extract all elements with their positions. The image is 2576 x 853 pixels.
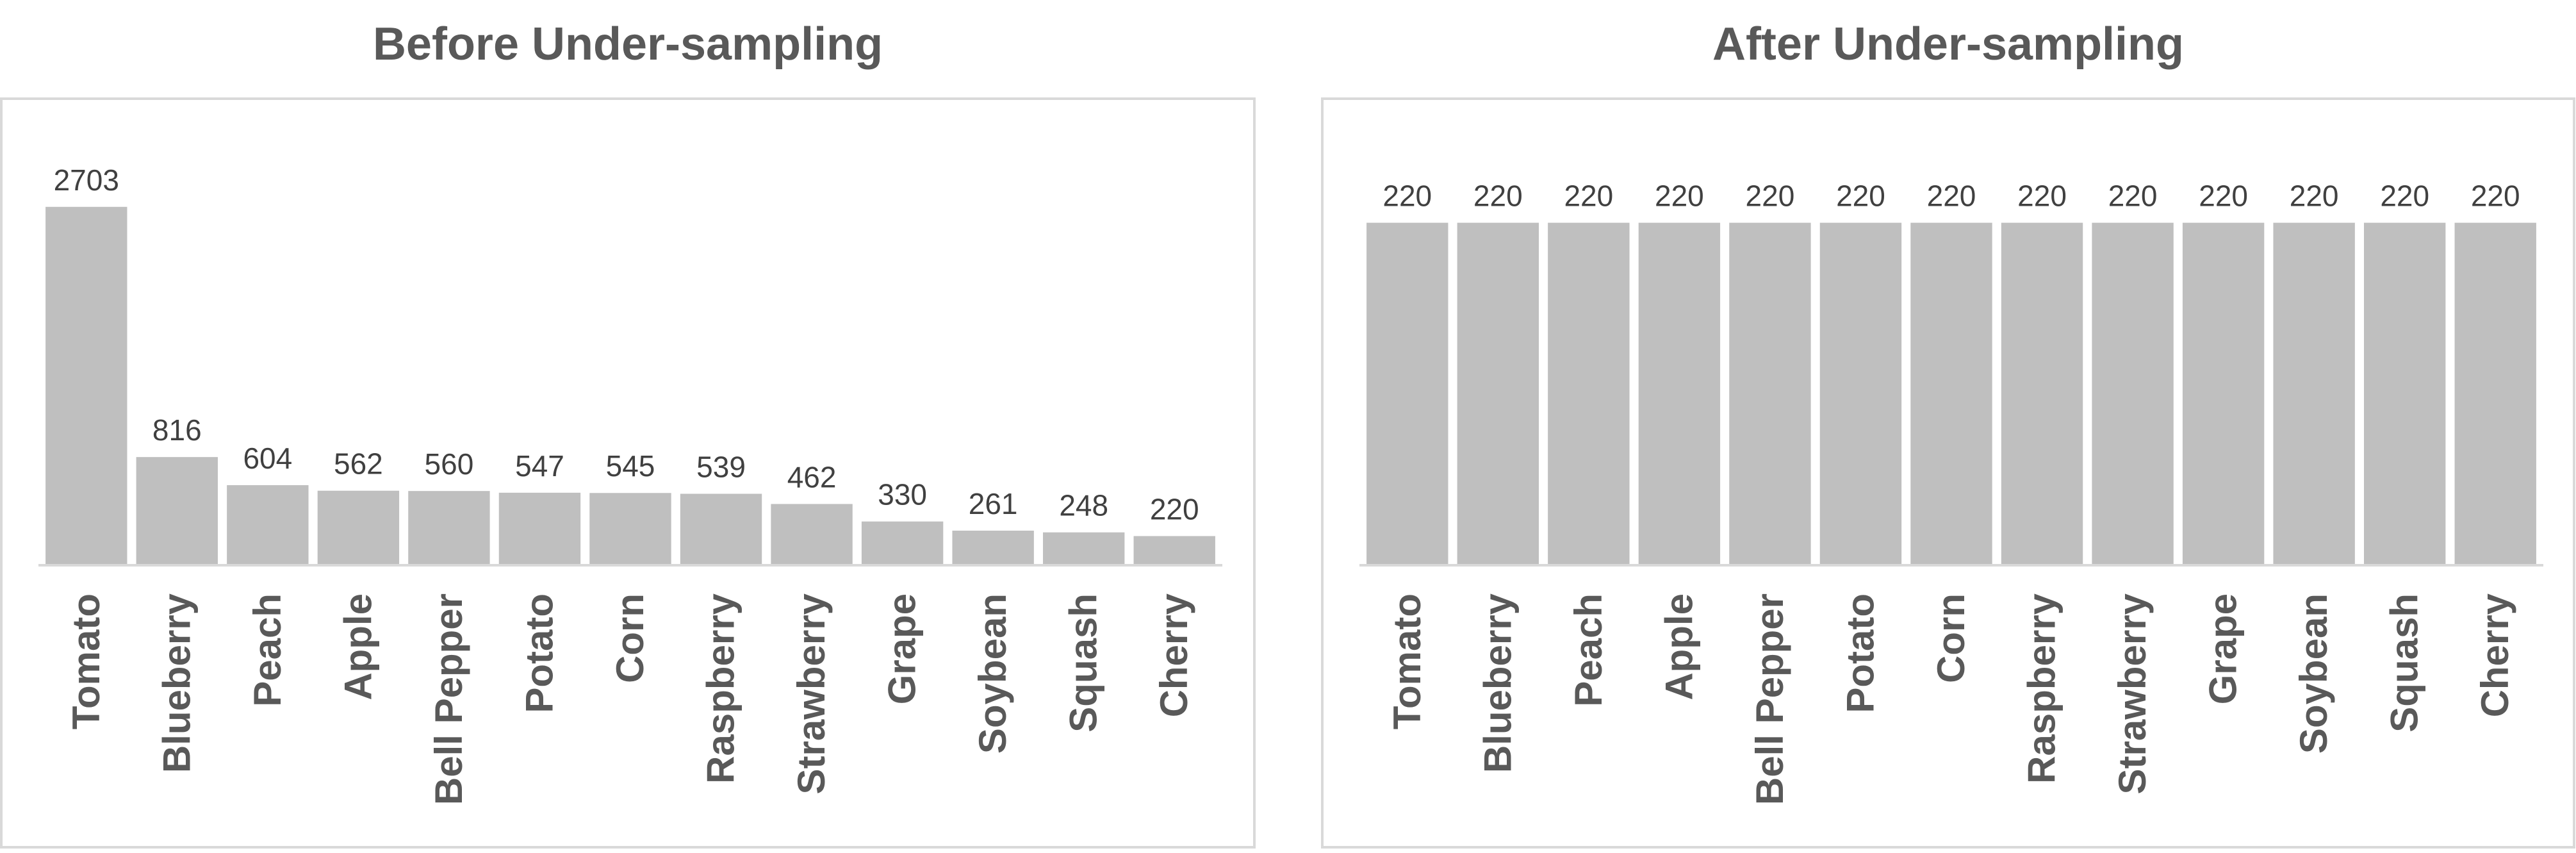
data-label-after-6: 220 bbox=[1927, 179, 1976, 213]
category-label-before-6: Corn bbox=[609, 593, 652, 683]
category-label-after-6: Corn bbox=[1930, 593, 1973, 683]
data-label-before-8: 462 bbox=[787, 460, 837, 493]
category-label-before-5: Potato bbox=[518, 593, 561, 713]
category-label-after-8: Strawberry bbox=[2111, 593, 2154, 794]
category-label-after-7: Raspberry bbox=[2021, 593, 2063, 783]
bar-after-1 bbox=[1457, 222, 1539, 565]
data-label-before-9: 330 bbox=[878, 478, 927, 511]
data-label-before-11: 248 bbox=[1059, 489, 1108, 522]
data-label-before-7: 539 bbox=[696, 450, 746, 483]
category-label-after-1: Blueberry bbox=[1476, 593, 1519, 773]
category-label-before-0: Tomato bbox=[65, 593, 108, 729]
data-label-before-4: 560 bbox=[425, 447, 474, 481]
data-label-after-5: 220 bbox=[1836, 179, 1885, 213]
bar-chart-after: 220 Tomato 220 Blueberry 220 Peach 220 Apple 220… bbox=[1359, 179, 2543, 805]
bar-after-11 bbox=[2364, 222, 2446, 565]
bar-after-5 bbox=[1819, 222, 1902, 565]
bar-before-1 bbox=[136, 457, 218, 565]
bar-after-8 bbox=[2092, 222, 2174, 565]
data-label-after-8: 220 bbox=[2108, 179, 2158, 213]
data-label-after-1: 220 bbox=[1473, 179, 1523, 213]
data-label-after-2: 220 bbox=[1564, 179, 1613, 213]
category-label-before-3: Apple bbox=[336, 593, 379, 700]
category-label-after-9: Grape bbox=[2202, 593, 2245, 704]
data-label-after-7: 220 bbox=[2017, 179, 2067, 213]
category-label-after-3: Apple bbox=[1657, 593, 1700, 700]
bar-after-6 bbox=[1910, 222, 1992, 565]
category-label-after-5: Potato bbox=[1839, 593, 1882, 713]
bar-after-2 bbox=[1548, 222, 1630, 565]
data-label-after-10: 220 bbox=[2290, 179, 2339, 213]
category-label-before-9: Grape bbox=[881, 593, 924, 704]
data-label-before-2: 604 bbox=[243, 442, 292, 475]
data-label-after-0: 220 bbox=[1382, 179, 1432, 213]
bar-after-10 bbox=[2273, 222, 2355, 565]
bar-after-12 bbox=[2454, 222, 2536, 565]
category-label-before-2: Peach bbox=[246, 593, 289, 707]
chart-panel-after: After Under-sampling 220 Tomato 220 Blueber… bbox=[1321, 0, 2575, 853]
bar-before-0 bbox=[45, 206, 127, 565]
category-label-after-0: Tomato bbox=[1386, 593, 1429, 729]
data-label-after-3: 220 bbox=[1655, 179, 1704, 213]
data-label-after-9: 220 bbox=[2199, 179, 2248, 213]
bar-after-3 bbox=[1638, 222, 1721, 565]
bar-after-4 bbox=[1729, 222, 1811, 565]
category-label-before-4: Bell Pepper bbox=[427, 593, 470, 805]
chart-area-after: 220 Tomato 220 Blueberry 220 Peach 220 Apple 220… bbox=[1321, 97, 2575, 849]
bar-after-0 bbox=[1366, 222, 1448, 565]
bar-after-9 bbox=[2182, 222, 2265, 565]
data-label-before-0: 2703 bbox=[54, 163, 119, 197]
bar-before-9 bbox=[861, 521, 944, 565]
bar-after-7 bbox=[2001, 222, 2083, 565]
bar-chart-before: 2703 Tomato 816 Blueberry 604 Peach 562 Apple 56… bbox=[38, 163, 1222, 805]
bar-before-5 bbox=[498, 492, 581, 565]
data-label-after-4: 220 bbox=[1746, 179, 1795, 213]
category-label-before-1: Blueberry bbox=[155, 593, 198, 773]
bar-before-11 bbox=[1043, 532, 1125, 565]
chart-area-before: 2703 Tomato 816 Blueberry 604 Peach 562 Apple 56… bbox=[0, 97, 1256, 849]
data-label-before-6: 545 bbox=[606, 449, 655, 483]
bar-before-10 bbox=[952, 531, 1034, 565]
category-label-after-12: Cherry bbox=[2473, 593, 2516, 717]
category-label-after-4: Bell Pepper bbox=[1748, 593, 1791, 805]
bar-before-12 bbox=[1133, 536, 1215, 565]
category-label-after-2: Peach bbox=[1567, 593, 1610, 707]
bar-before-8 bbox=[771, 504, 853, 565]
category-label-before-7: Raspberry bbox=[700, 593, 742, 783]
category-label-before-11: Squash bbox=[1062, 593, 1105, 733]
chart-title-after: After Under-sampling bbox=[1712, 19, 2185, 70]
data-label-before-10: 261 bbox=[969, 487, 1018, 520]
chart-panel-before: Before Under-sampling 2703 Tomato 816 Blueb… bbox=[0, 0, 1256, 853]
data-label-before-3: 562 bbox=[334, 447, 383, 481]
bar-before-3 bbox=[317, 490, 400, 565]
data-label-after-11: 220 bbox=[2380, 179, 2429, 213]
bar-before-7 bbox=[680, 493, 762, 565]
category-label-after-11: Squash bbox=[2383, 593, 2426, 733]
data-label-before-12: 220 bbox=[1150, 492, 1199, 526]
bar-before-4 bbox=[408, 491, 490, 565]
data-label-after-12: 220 bbox=[2471, 179, 2520, 213]
bar-before-6 bbox=[589, 493, 671, 565]
bar-before-2 bbox=[227, 485, 309, 565]
chart-title-before: Before Under-sampling bbox=[372, 19, 883, 70]
data-label-before-1: 816 bbox=[152, 413, 202, 447]
category-label-before-12: Cherry bbox=[1153, 593, 1195, 717]
data-label-before-5: 547 bbox=[515, 449, 564, 483]
category-label-before-8: Strawberry bbox=[790, 593, 833, 794]
category-label-after-10: Soybean bbox=[2292, 593, 2335, 754]
category-label-before-10: Soybean bbox=[971, 593, 1014, 754]
